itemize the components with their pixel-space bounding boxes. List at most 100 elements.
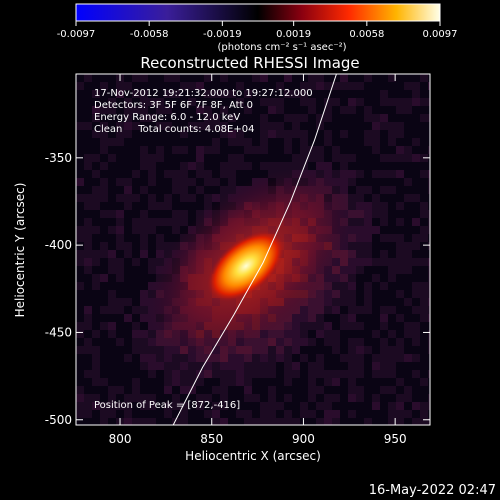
image-pixel [116, 178, 124, 186]
image-pixel [108, 242, 116, 250]
image-pixel [188, 362, 196, 370]
image-pixel [380, 74, 388, 82]
image-pixel [108, 178, 116, 186]
image-pixel [396, 234, 404, 242]
image-pixel [244, 90, 252, 98]
image-pixel [148, 354, 156, 362]
image-pixel [420, 362, 428, 370]
image-pixel [84, 250, 92, 258]
image-pixel [412, 402, 420, 410]
image-pixel [76, 266, 84, 274]
image-pixel [364, 106, 372, 114]
image-pixel [324, 354, 332, 362]
image-pixel [260, 162, 268, 170]
image-pixel [124, 178, 132, 186]
image-pixel [204, 146, 212, 154]
image-pixel [348, 266, 356, 274]
image-pixel [316, 122, 324, 130]
image-pixel [124, 74, 132, 82]
image-pixel [372, 266, 380, 274]
image-pixel [84, 154, 92, 162]
image-pixel [108, 162, 116, 170]
image-pixel [164, 378, 172, 386]
image-pixel [76, 370, 84, 378]
image-pixel [420, 410, 428, 418]
image-pixel [372, 146, 380, 154]
image-pixel [348, 186, 356, 194]
image-pixel [348, 410, 356, 418]
image-pixel [244, 82, 252, 90]
image-pixel [156, 146, 164, 154]
image-pixel [260, 138, 268, 146]
image-pixel [196, 146, 204, 154]
image-pixel [388, 354, 396, 362]
image-pixel [180, 178, 188, 186]
image-pixel [396, 98, 404, 106]
image-pixel [396, 106, 404, 114]
image-pixel [268, 402, 276, 410]
image-pixel [252, 98, 260, 106]
image-pixel [340, 314, 348, 322]
image-pixel [76, 90, 84, 98]
image-pixel [196, 90, 204, 98]
image-pixel [260, 338, 268, 346]
image-pixel [364, 354, 372, 362]
image-pixel [172, 418, 180, 425]
image-pixel [156, 354, 164, 362]
image-pixel [356, 162, 364, 170]
image-pixel [356, 378, 364, 386]
image-pixel [348, 330, 356, 338]
image-pixel [380, 226, 388, 234]
image-pixel [108, 346, 116, 354]
image-pixel [220, 362, 228, 370]
image-pixel [308, 362, 316, 370]
image-pixel [412, 146, 420, 154]
image-pixel [140, 282, 148, 290]
image-pixel [300, 418, 308, 425]
image-pixel [388, 282, 396, 290]
image-pixel [228, 354, 236, 362]
image-pixel [148, 418, 156, 425]
image-pixel [172, 194, 180, 202]
image-pixel [388, 218, 396, 226]
image-pixel [428, 202, 430, 210]
image-pixel [116, 378, 124, 386]
image-pixel [212, 162, 220, 170]
image-pixel [372, 402, 380, 410]
image-pixel [396, 90, 404, 98]
image-pixel [140, 122, 148, 130]
image-pixel [308, 354, 316, 362]
image-pixel [292, 122, 300, 130]
image-pixel [148, 218, 156, 226]
image-pixel [124, 82, 132, 90]
image-pixel [388, 74, 396, 82]
image-pixel [212, 178, 220, 186]
image-pixel [340, 402, 348, 410]
image-pixel [124, 106, 132, 114]
image-pixel [196, 362, 204, 370]
image-pixel [412, 370, 420, 378]
image-pixel [332, 82, 340, 90]
image-pixel [76, 122, 84, 130]
image-pixel [76, 314, 84, 322]
image-pixel [148, 154, 156, 162]
image-pixel [132, 138, 140, 146]
image-pixel [420, 338, 428, 346]
image-pixel [404, 98, 412, 106]
image-pixel [388, 290, 396, 298]
image-pixel [156, 194, 164, 202]
image-pixel [388, 386, 396, 394]
image-pixel [308, 410, 316, 418]
image-pixel [372, 106, 380, 114]
image-pixel [100, 338, 108, 346]
image-pixel [276, 354, 284, 362]
image-pixel [132, 418, 140, 425]
image-pixel [172, 90, 180, 98]
image-pixel [84, 98, 92, 106]
image-pixel [332, 410, 340, 418]
image-pixel [188, 386, 196, 394]
image-pixel [380, 82, 388, 90]
image-pixel [108, 338, 116, 346]
image-pixel [388, 346, 396, 354]
image-pixel [404, 226, 412, 234]
